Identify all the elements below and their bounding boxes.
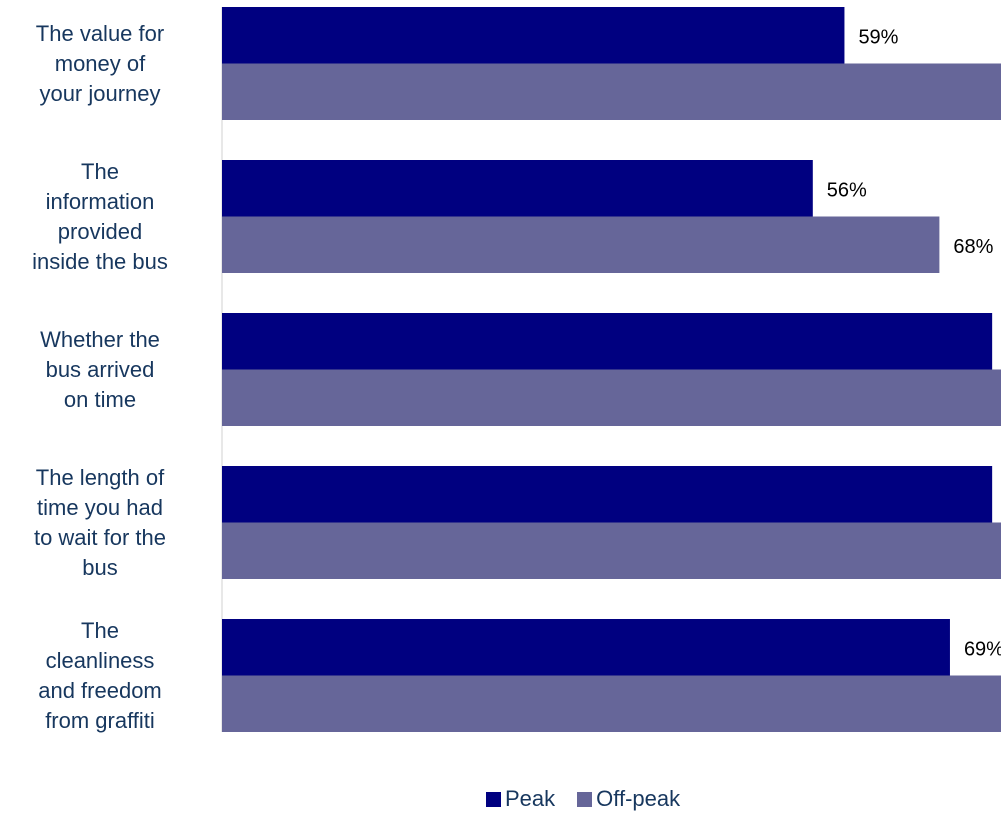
legend: Peak Off-peak	[486, 786, 702, 812]
data-label-peak-5: 69%	[964, 638, 1001, 660]
legend-item-off-peak: Off-peak	[577, 786, 680, 812]
bar-off-peak-4	[222, 522, 1001, 579]
bar-off-peak-2	[222, 216, 940, 273]
category-label-4: The length of time you had to wait for t…	[33, 464, 167, 580]
legend-label-peak: Peak	[505, 786, 556, 811]
category-label-5: The cleanliness and freedom from graffit…	[38, 617, 162, 733]
category-label-1: The value for money of your journey	[35, 20, 165, 106]
bar-peak-5	[222, 619, 950, 676]
bar-peak-2	[222, 160, 813, 217]
data-label-peak-1: 59%	[858, 26, 898, 48]
bar-peak-4	[222, 466, 993, 523]
legend-swatch-peak	[486, 791, 501, 807]
category-label-3: Whether the bus arrived on time	[40, 326, 160, 412]
bar-off-peak-3	[222, 369, 1001, 426]
bar-peak-3	[222, 313, 993, 370]
legend-swatch-off-peak	[577, 791, 593, 807]
bar-peak-1	[222, 7, 845, 64]
category-label-2: The information provided inside the bus	[32, 158, 168, 274]
legend-item-peak: Peak	[486, 786, 555, 812]
bar-off-peak-1	[222, 63, 1001, 120]
legend-label-off-peak: Off-peak	[596, 786, 681, 811]
data-label-peak-2: 56%	[827, 179, 867, 201]
data-label-off-peak-2: 68%	[953, 236, 993, 258]
bar-off-peak-5	[222, 675, 1001, 732]
